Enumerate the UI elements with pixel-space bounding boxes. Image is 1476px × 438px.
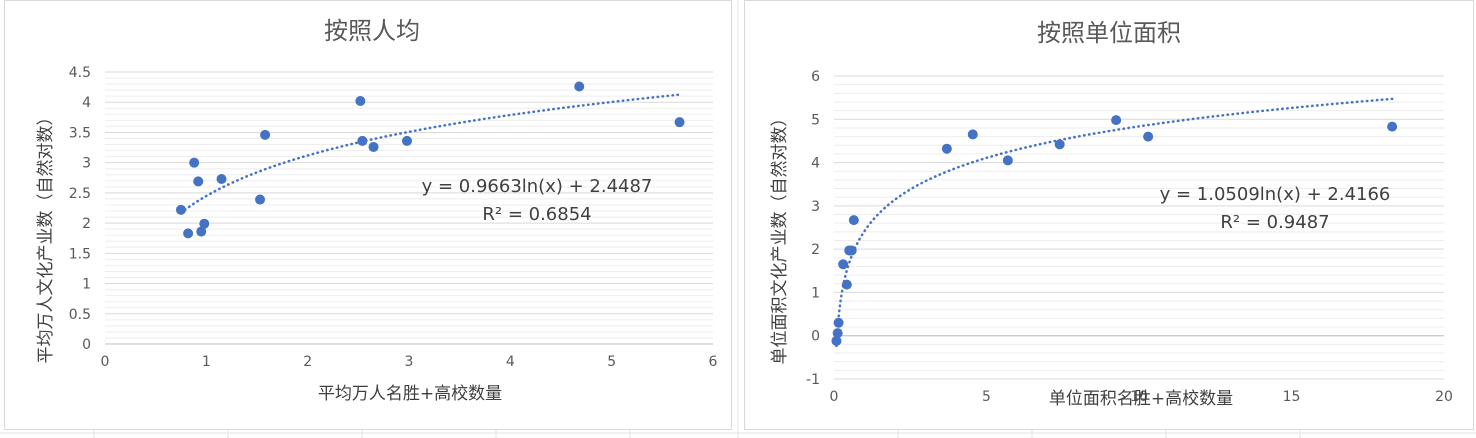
x-axis-title: 平均万人名胜+高校数量: [318, 384, 502, 404]
data-point: [368, 141, 379, 152]
data-point: [401, 135, 412, 146]
data-point: [1143, 131, 1154, 142]
data-point: [357, 135, 368, 146]
data-point: [846, 245, 857, 256]
chart-per-capita-plot: 按照人均 0 0.5 1 1.5 2 2.5 3 3.5 4 4.5 0 1 2 3 4 5 6 y = 0.9…: [36, 17, 718, 404]
x-tick-label: 0: [830, 389, 839, 405]
chart-per-area-plot: 按照单位面积 -1 0 1 2 3 4 5 6 0 5 10 15 20 y = 1.0509ln(x)…: [770, 19, 1453, 409]
data-point: [674, 117, 685, 128]
x-tick-label: 1: [202, 354, 211, 370]
data-point: [255, 194, 266, 205]
data-points: [831, 115, 1398, 346]
data-point: [574, 81, 585, 92]
chart-grid: [105, 71, 713, 345]
trendline-equation: y = 0.9663ln(x) + 2.4487: [422, 176, 653, 197]
x-tick-label: 5: [607, 354, 616, 370]
data-point: [199, 218, 210, 229]
y-tick-label: 3: [811, 199, 820, 215]
data-point: [176, 204, 186, 215]
data-point: [967, 129, 978, 140]
data-point: [832, 328, 843, 339]
trendline: [179, 93, 681, 215]
x-tick-label: 3: [405, 354, 414, 370]
x-tick-label: 10: [1130, 389, 1148, 405]
data-point: [1387, 121, 1398, 132]
x-tick-label: 15: [1283, 389, 1301, 405]
y-tick-label: 1: [82, 277, 91, 293]
chart-per-capita[interactable]: 按照人均 0 0.5 1 1.5 2 2.5 3 3.5 4 4.5 0 1 2 3 4 5 6 y = 0.9…: [4, 0, 732, 430]
y-axis-title: 单位面积文化产业数（自然对数）: [770, 110, 790, 365]
y-tick-label: 2.5: [69, 186, 91, 202]
data-point: [193, 176, 204, 187]
y-tick-label: 3.5: [69, 125, 91, 141]
data-point: [841, 279, 852, 290]
trendline-equation: y = 1.0509ln(x) + 2.4166: [1160, 184, 1391, 205]
data-point: [260, 129, 271, 140]
x-tick-label: 0: [101, 354, 110, 370]
x-tick-label: 6: [709, 354, 718, 370]
data-point: [941, 143, 952, 154]
x-axis-title: 单位面积名胜+高校数量: [1049, 389, 1233, 409]
x-tick-label: 5: [982, 389, 991, 405]
trendline-r-squared: R² = 0.9487: [1220, 212, 1329, 233]
data-point: [838, 259, 849, 270]
data-point: [216, 173, 227, 184]
y-tick-label: 2: [811, 242, 820, 258]
y-tick-label: 3: [82, 156, 91, 172]
y-tick-label: 2: [82, 216, 91, 232]
data-point: [189, 157, 200, 168]
y-tick-label: 4.5: [69, 65, 91, 81]
x-tick-label: 4: [506, 354, 515, 370]
chart-per-area[interactable]: 按照单位面积 -1 0 1 2 3 4 5 6 0 5 10 15 20 y = 1.0509ln(x)…: [744, 0, 1474, 430]
chart-ticks: 0 0.5 1 1.5 2 2.5 3 3.5 4 4.5 0 1 2 3 4 5 6: [69, 65, 718, 370]
y-tick-label: 1.5: [69, 246, 91, 262]
data-point: [355, 96, 366, 107]
data-point: [1054, 139, 1065, 150]
data-point: [1111, 115, 1122, 126]
data-point: [183, 228, 194, 239]
data-point: [196, 226, 207, 237]
y-tick-label: 6: [811, 69, 820, 85]
data-point: [1002, 155, 1013, 166]
y-tick-label: 4: [811, 156, 820, 172]
y-tick-label: -1: [806, 372, 820, 388]
x-tick-label: 20: [1435, 389, 1453, 405]
y-tick-label: 0: [82, 337, 91, 353]
data-point: [833, 317, 844, 328]
y-tick-label: 0.5: [69, 307, 91, 323]
y-tick-label: 0: [811, 329, 820, 345]
y-tick-label: 5: [811, 112, 820, 128]
chart-ticks: -1 0 1 2 3 4 5 6 0 5 10 15 20: [806, 69, 1453, 405]
trendline-r-squared: R² = 0.6854: [482, 204, 591, 225]
y-tick-label: 4: [82, 95, 91, 111]
chart-title: 按照单位面积: [1037, 19, 1181, 47]
data-points: [176, 81, 685, 239]
data-point: [848, 215, 859, 226]
y-axis-title: 平均万人文化产业数（自然对数）: [36, 109, 56, 364]
x-tick-label: 2: [303, 354, 312, 370]
chart-grid: [834, 75, 1444, 380]
y-tick-label: 1: [811, 285, 820, 301]
data-point: [831, 335, 842, 346]
chart-title: 按照人均: [324, 17, 420, 45]
